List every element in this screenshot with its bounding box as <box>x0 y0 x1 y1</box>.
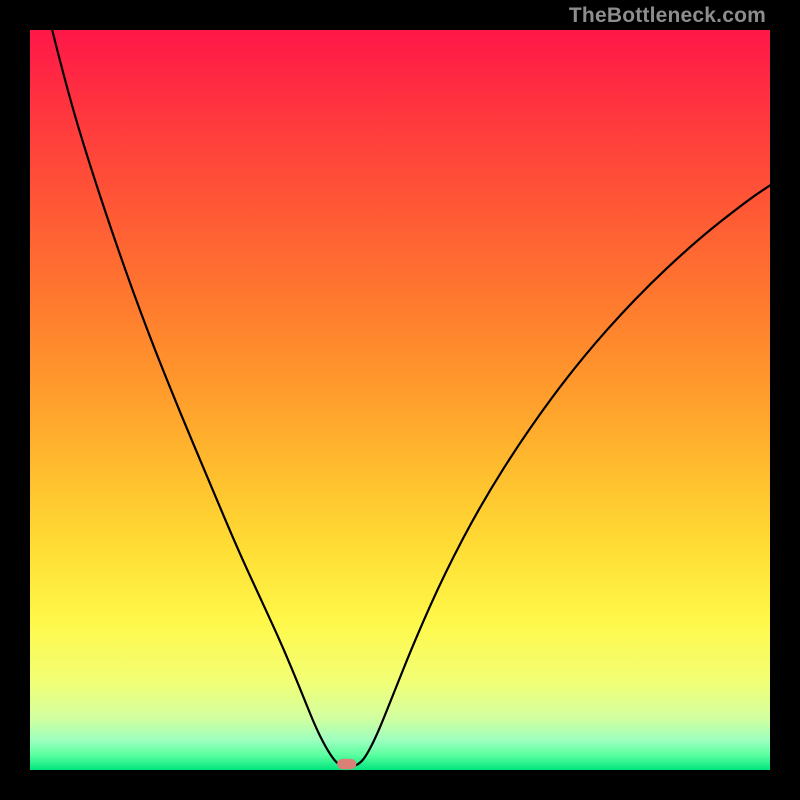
chart-svg <box>30 30 770 770</box>
plot-area <box>30 30 770 770</box>
chart-outer-frame: TheBottleneck.com <box>0 0 800 800</box>
watermark-text: TheBottleneck.com <box>569 4 766 28</box>
gradient-background <box>30 30 770 770</box>
optimum-marker <box>337 759 356 769</box>
